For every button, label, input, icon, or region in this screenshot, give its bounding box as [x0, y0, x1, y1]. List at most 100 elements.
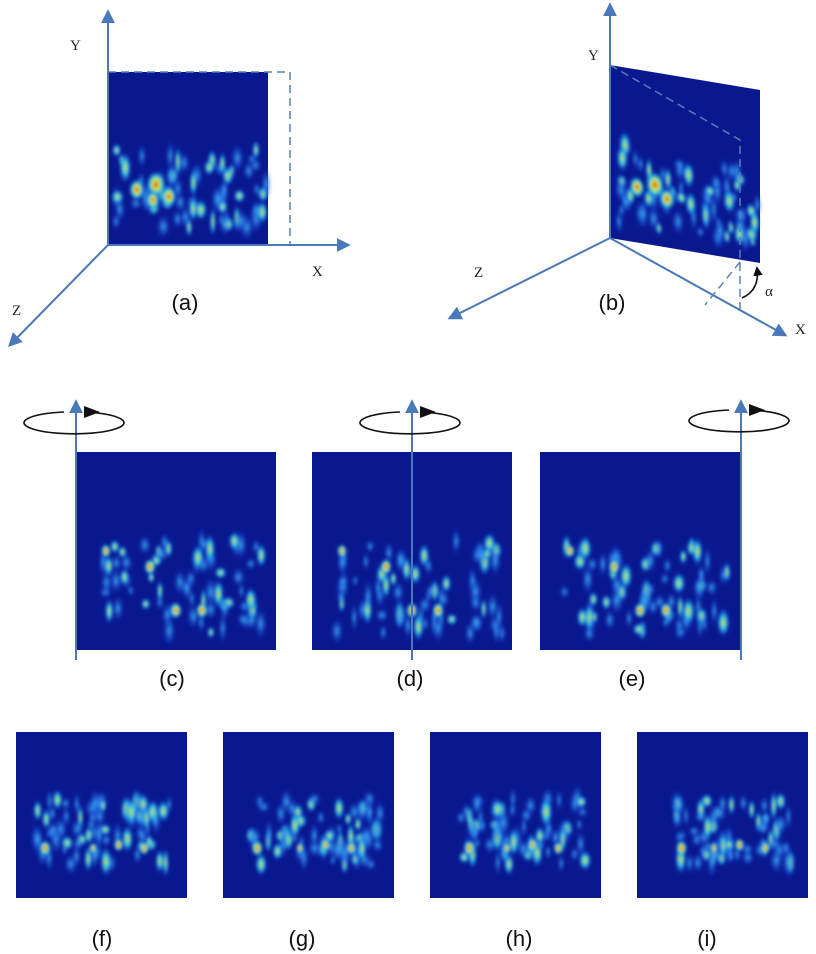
blob: [265, 818, 273, 851]
blob: [162, 847, 169, 878]
hot-spot: [553, 841, 564, 856]
spectrogram: [610, 65, 762, 264]
blob: [424, 584, 437, 599]
blob: [111, 143, 122, 158]
blob: [101, 832, 112, 848]
hot-spot: [734, 837, 745, 852]
blob: [469, 612, 483, 632]
blob: [659, 572, 670, 585]
blob: [723, 838, 735, 851]
blob: [219, 212, 230, 237]
blob: [207, 626, 215, 639]
blob: [486, 592, 499, 622]
blob: [166, 141, 175, 171]
caption: (g): [289, 926, 316, 951]
blob: [682, 804, 690, 828]
hot-spot: [463, 839, 476, 857]
blob: [480, 597, 487, 621]
blob: [639, 197, 649, 230]
blob: [760, 810, 772, 827]
blob: [191, 544, 205, 571]
blob: [775, 816, 782, 843]
blob: [655, 221, 663, 236]
blob: [581, 563, 594, 596]
y-label: Y: [70, 38, 81, 54]
blob: [470, 593, 482, 613]
blob: [632, 622, 646, 636]
blob: [717, 793, 728, 814]
rotation-arrowhead: [420, 406, 436, 418]
blob: [685, 852, 694, 875]
blob: [88, 810, 98, 825]
blob: [559, 584, 570, 599]
blob: [539, 796, 553, 828]
hot-spot: [645, 170, 665, 200]
blob: [120, 552, 133, 573]
blob: [329, 853, 336, 867]
hot-spot: [295, 842, 304, 854]
spectrogram: [430, 732, 601, 898]
caption: (i): [697, 926, 717, 951]
blob: [217, 199, 229, 214]
rotation-arrow: [359, 411, 461, 435]
blob: [199, 536, 210, 553]
blob: [395, 546, 408, 574]
x-axis: [609, 237, 788, 337]
blob: [237, 612, 249, 627]
blob: [769, 847, 784, 874]
blob: [701, 615, 708, 634]
blob: [351, 574, 359, 587]
blob: [219, 596, 230, 622]
blob: [687, 825, 701, 838]
caption: (c): [159, 666, 185, 691]
hot-spot: [196, 602, 208, 619]
blob: [701, 200, 710, 230]
blob: [234, 208, 248, 234]
hot-spot: [527, 837, 538, 852]
blob: [256, 543, 267, 568]
blob: [125, 797, 138, 827]
blob: [290, 830, 298, 846]
blob: [710, 596, 718, 626]
blob: [604, 609, 616, 631]
blob: [716, 608, 730, 638]
blob: [696, 612, 703, 640]
blob: [99, 798, 107, 814]
blob: [753, 193, 762, 216]
blob: [412, 612, 424, 642]
hot-spot: [608, 558, 620, 576]
blob: [185, 217, 193, 238]
spectrogram: [16, 732, 187, 898]
blob: [446, 613, 458, 626]
blob: [172, 209, 183, 229]
blob: [218, 151, 226, 176]
texture: [456, 784, 592, 877]
blob: [583, 625, 596, 643]
angle-arc: [741, 266, 763, 299]
blob: [254, 608, 267, 640]
blob: [214, 566, 228, 579]
texture: [110, 139, 272, 241]
frame: [609, 64, 741, 310]
spectrogram: [108, 72, 272, 245]
blob: [62, 806, 71, 827]
caption: (b): [599, 290, 626, 315]
blob: [694, 810, 708, 823]
blob: [557, 853, 565, 874]
blob: [692, 852, 704, 873]
blob: [255, 852, 268, 876]
blob: [181, 576, 193, 602]
hot-spot: [145, 190, 160, 210]
blob: [692, 575, 706, 602]
hot-spot: [760, 841, 771, 856]
blob: [109, 539, 120, 554]
caption: (d): [397, 666, 424, 691]
blob: [245, 557, 257, 571]
blob: [350, 602, 358, 633]
blob: [316, 809, 325, 826]
hot-spot: [113, 837, 124, 852]
blob: [672, 807, 683, 830]
caption: (a): [172, 290, 199, 315]
blob: [614, 177, 628, 202]
